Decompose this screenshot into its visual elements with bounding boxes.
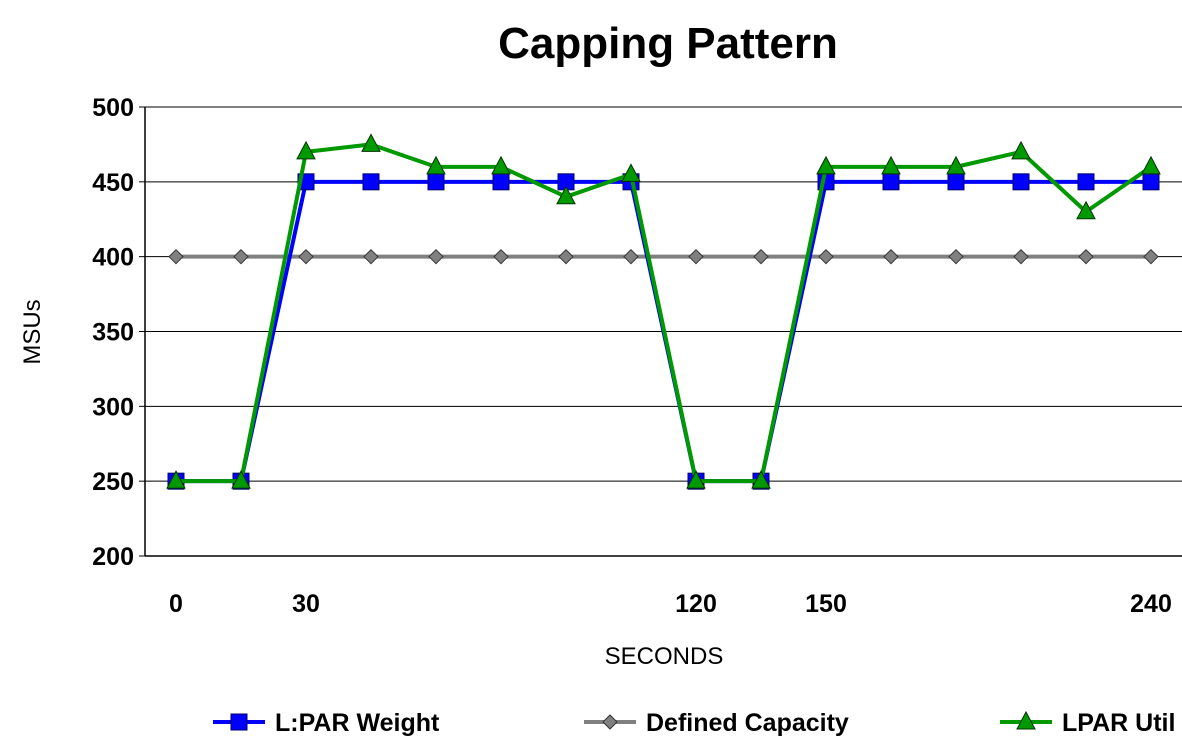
y-axis-label: MSUs: [19, 299, 46, 364]
data-point-defined-capacity: [1078, 248, 1094, 265]
series: [166, 133, 1161, 490]
data-point-lpar-util: [881, 155, 901, 175]
x-tick-label: 30: [292, 590, 320, 618]
data-point-defined-capacity: [363, 248, 379, 265]
data-point-defined-capacity: [623, 248, 639, 265]
data-point-l-par-weight: [362, 173, 380, 191]
y-tick-label: 500: [92, 94, 134, 122]
data-point-l-par-weight: [427, 173, 445, 191]
data-point-lpar-util: [296, 140, 316, 160]
legend-label: Defined Capacity: [646, 709, 849, 737]
legend-swatch-marker: [602, 714, 618, 730]
data-point-defined-capacity: [818, 248, 834, 265]
y-tick-label: 300: [92, 393, 134, 421]
y-tick-labels: 200 250 300 350 400 450 500: [92, 94, 134, 571]
data-point-lpar-util: [491, 155, 511, 175]
legend-item-defined-capacity: Defined Capacity: [584, 709, 849, 737]
data-point-l-par-weight: [947, 173, 965, 191]
data-point-defined-capacity: [298, 248, 314, 265]
data-point-lpar-util: [751, 470, 771, 489]
data-point-defined-capacity: [558, 248, 574, 265]
data-point-lpar-util: [426, 155, 446, 175]
data-point-defined-capacity: [753, 248, 769, 265]
series-lpar-util: [166, 133, 1161, 489]
data-point-defined-capacity: [428, 248, 444, 265]
legend-label: L:PAR Weight: [275, 709, 440, 737]
data-point-lpar-util: [231, 470, 251, 489]
legend-item-lpar-util: LPAR Util: [1000, 709, 1175, 737]
x-tick-label: 150: [805, 590, 847, 618]
series-defined-capacity: [168, 248, 1159, 265]
x-tick-label: 0: [169, 590, 183, 618]
data-point-l-par-weight: [492, 173, 510, 191]
legend: L:PAR Weight Defined Capacity LPAR Util: [213, 709, 1175, 737]
data-point-lpar-util: [1011, 140, 1031, 160]
legend-swatch-marker: [1016, 710, 1036, 730]
x-tick-label: 240: [1130, 590, 1172, 618]
data-point-lpar-util: [1076, 200, 1096, 220]
data-point-l-par-weight: [1142, 173, 1160, 191]
x-axis-label: SECONDS: [605, 643, 724, 670]
y-tick-label: 350: [92, 319, 134, 347]
data-point-l-par-weight: [1012, 173, 1030, 191]
gridlines: [145, 106, 1182, 482]
data-point-defined-capacity: [493, 248, 509, 265]
data-point-defined-capacity: [233, 248, 249, 265]
data-point-lpar-util: [361, 133, 381, 152]
data-point-lpar-util: [946, 155, 966, 175]
series-line-lpar-util: [176, 142, 1153, 484]
data-point-lpar-util: [1141, 155, 1161, 175]
data-point-lpar-util: [556, 185, 576, 205]
legend-item-l-par-weight: L:PAR Weight: [213, 709, 440, 737]
data-point-defined-capacity: [1143, 248, 1159, 265]
y-tick-label: 250: [92, 468, 134, 496]
data-point-l-par-weight: [882, 173, 900, 191]
data-point-lpar-util: [686, 470, 706, 489]
legend-label: LPAR Util: [1062, 709, 1175, 737]
data-point-lpar-util: [816, 155, 836, 175]
data-point-defined-capacity: [168, 248, 184, 265]
data-point-defined-capacity: [1013, 248, 1029, 265]
axes: [139, 106, 1182, 557]
y-tick-label: 400: [92, 244, 134, 272]
data-point-defined-capacity: [948, 248, 964, 265]
x-tick-label: 120: [675, 590, 717, 618]
y-tick-label: 450: [92, 169, 134, 197]
data-point-lpar-util: [166, 470, 186, 489]
data-point-defined-capacity: [883, 248, 899, 265]
chart-title: Capping Pattern: [498, 19, 838, 68]
data-point-lpar-util: [621, 163, 641, 182]
data-point-l-par-weight: [1077, 173, 1095, 191]
x-tick-labels: 0 30 120 150 240: [169, 590, 1172, 618]
legend-swatch-marker: [230, 713, 248, 731]
y-tick-label: 200: [92, 543, 134, 571]
data-point-defined-capacity: [688, 248, 704, 265]
